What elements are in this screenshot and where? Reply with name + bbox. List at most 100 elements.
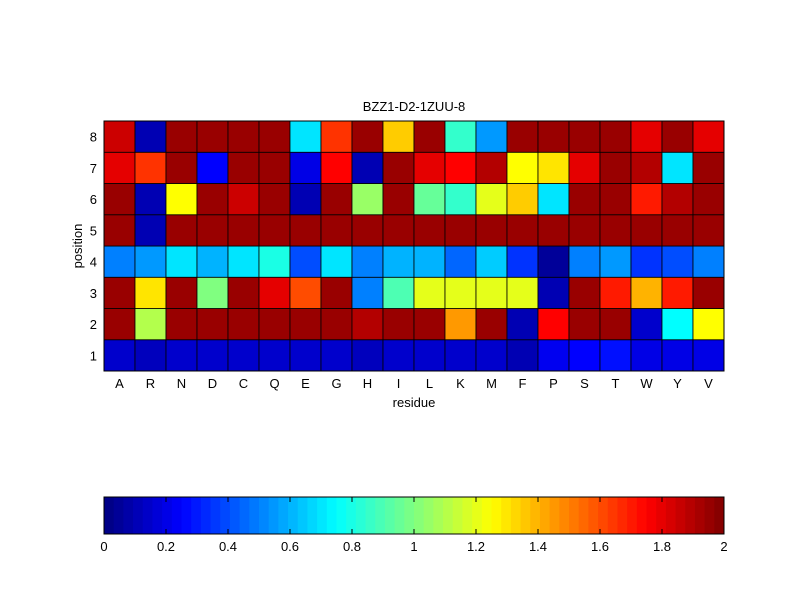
- colorbar-step: [162, 497, 173, 534]
- colorbar-step: [481, 497, 492, 534]
- colorbar-step: [404, 497, 415, 534]
- heatmap-cell: [196, 183, 229, 216]
- heatmap-cell: [506, 151, 539, 184]
- heatmap-cell: [258, 339, 291, 372]
- heatmap-cell: [537, 183, 570, 216]
- heatmap-cell: [134, 339, 167, 372]
- heatmap-cell: [506, 245, 539, 278]
- x-tick-label: E: [301, 376, 310, 391]
- colorbar-step: [607, 497, 618, 534]
- heatmap-cell: [475, 151, 508, 184]
- colorbar-step: [394, 497, 405, 534]
- y-tick-label: 8: [90, 130, 97, 145]
- heatmap-cell: [227, 245, 260, 278]
- heatmap-cell: [630, 245, 663, 278]
- heatmap-cell: [289, 308, 322, 341]
- heatmap-cell: [289, 151, 322, 184]
- heatmap-cell: [289, 339, 322, 372]
- heatmap-cell: [444, 339, 477, 372]
- heatmap-cell: [351, 245, 384, 278]
- heatmap-cell: [320, 308, 353, 341]
- colorbar-step: [355, 497, 367, 534]
- heatmap-cell: [692, 151, 725, 184]
- heatmap-frame: [103, 120, 725, 372]
- x-tick-label: L: [426, 376, 433, 391]
- heatmap-cell: [444, 120, 477, 153]
- heatmap-cell: [134, 120, 167, 153]
- heatmap-cell: [599, 214, 632, 247]
- heatmap-cell: [475, 339, 508, 372]
- heatmap-cell: [196, 151, 229, 184]
- colorbar-step: [171, 497, 182, 534]
- heatmap-cell: [568, 183, 601, 216]
- heatmap-cell: [351, 120, 384, 153]
- heatmap-cell: [661, 214, 694, 247]
- y-tick-label: 3: [90, 286, 97, 301]
- x-tick-label: F: [519, 376, 527, 391]
- colorbar-step: [646, 497, 657, 534]
- colorbar-tick-label: 1.2: [467, 539, 485, 554]
- heatmap-cell: [320, 151, 353, 184]
- heatmap-cell: [413, 245, 446, 278]
- heatmap-cell: [103, 276, 136, 309]
- colorbar-step: [288, 497, 299, 534]
- heatmap-cell: [506, 214, 539, 247]
- heatmap-cell: [165, 120, 198, 153]
- heatmap-cell: [351, 339, 384, 372]
- heatmap-cells: [103, 120, 725, 372]
- heatmap-cell: [568, 245, 601, 278]
- heatmap-cell: [599, 339, 632, 372]
- colorbar-tick-label: 1.4: [529, 539, 547, 554]
- heatmap-cell: [537, 339, 570, 372]
- heatmap-cell: [444, 308, 477, 341]
- heatmap-cell: [692, 308, 725, 341]
- x-tick-label: C: [239, 376, 248, 391]
- x-tick-label: N: [177, 376, 186, 391]
- heatmap-cell: [661, 245, 694, 278]
- heatmap-cell: [599, 183, 632, 216]
- heatmap-cell: [568, 276, 601, 309]
- colorbar-step: [384, 497, 396, 534]
- colorbar-step: [433, 497, 444, 534]
- x-tick-label: V: [704, 376, 713, 391]
- heatmap-cell: [506, 120, 539, 153]
- heatmap-cell: [444, 214, 477, 247]
- heatmap-cell: [413, 308, 446, 341]
- heatmap-cell: [599, 151, 632, 184]
- heatmap-cell: [103, 214, 136, 247]
- heatmap-cell: [444, 245, 477, 278]
- heatmap-cell: [599, 308, 632, 341]
- heatmap-cell: [692, 120, 725, 153]
- colorbar-step: [297, 497, 308, 534]
- heatmap-cell: [692, 214, 725, 247]
- x-tick-label: Q: [269, 376, 279, 391]
- colorbar-step: [627, 497, 638, 534]
- x-tick-label: H: [363, 376, 372, 391]
- heatmap-cell: [258, 214, 291, 247]
- heatmap-cell: [165, 276, 198, 309]
- colorbar-step: [704, 497, 715, 534]
- heatmap-cell: [506, 308, 539, 341]
- heatmap-cell: [599, 120, 632, 153]
- colorbar-step: [336, 497, 347, 534]
- heatmap-cell: [568, 339, 601, 372]
- heatmap-cell: [103, 245, 136, 278]
- heatmap-cell: [165, 151, 198, 184]
- colorbar-step: [229, 497, 241, 534]
- colorbar-step: [462, 497, 473, 534]
- heatmap-cell: [537, 151, 570, 184]
- colorbar-step: [239, 497, 250, 534]
- colorbar-tick-label: 0.6: [281, 539, 299, 554]
- heatmap-cell: [661, 276, 694, 309]
- heatmap-cell: [165, 214, 198, 247]
- heatmap-cell: [258, 151, 291, 184]
- heatmap-cell: [568, 308, 601, 341]
- colorbar-step: [317, 497, 328, 534]
- heatmap-cell: [568, 151, 601, 184]
- heatmap-cell: [630, 339, 663, 372]
- colorbar-step: [539, 497, 551, 534]
- heatmap-cell: [134, 276, 167, 309]
- colorbar-step: [423, 497, 434, 534]
- heatmap-cell: [227, 276, 260, 309]
